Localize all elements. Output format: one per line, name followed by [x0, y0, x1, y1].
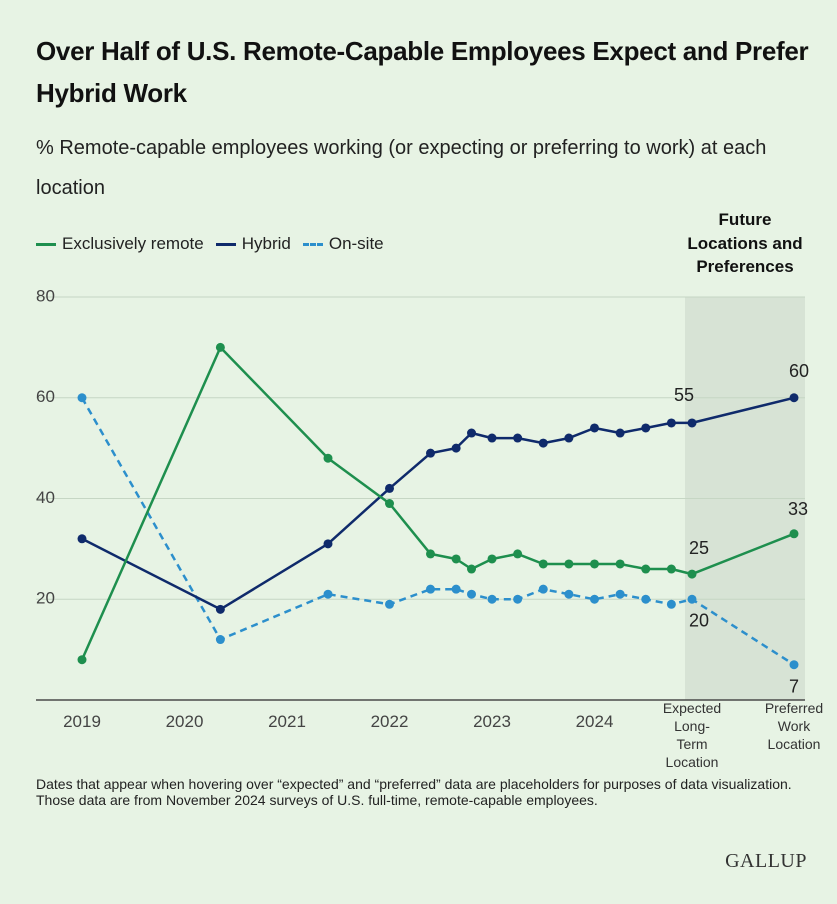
data-point-remote — [590, 559, 599, 569]
data-point-onsite — [487, 594, 497, 604]
data-point-hybrid — [487, 433, 497, 443]
x-tick-label: 2020 — [166, 712, 204, 731]
data-point-hybrid — [538, 438, 548, 448]
data-point-remote — [538, 559, 548, 569]
data-point-remote — [451, 554, 461, 564]
data-label-onsite: 7 — [789, 677, 799, 697]
data-point-onsite — [215, 635, 225, 645]
legend-item-hybrid[interactable]: Hybrid — [215, 234, 291, 254]
data-point-hybrid — [77, 534, 87, 544]
data-point-hybrid — [385, 483, 394, 493]
data-point-onsite — [467, 589, 476, 599]
data-point-remote — [487, 554, 497, 564]
data-point-onsite — [538, 584, 548, 594]
data-point-onsite — [687, 594, 697, 604]
y-tick-label: 40 — [36, 488, 55, 507]
chart-subtitle: % Remote-capable employees working (or e… — [36, 137, 767, 199]
data-point-onsite — [451, 584, 461, 594]
legend-item-on-site[interactable]: On-site — [302, 234, 384, 254]
data-point-remote — [687, 569, 697, 579]
data-point-hybrid — [666, 418, 676, 428]
data-point-remote — [564, 559, 574, 569]
data-point-hybrid — [451, 443, 461, 453]
data-point-remote — [215, 342, 225, 352]
data-point-onsite — [666, 599, 676, 609]
future-section-label: Future Locations and Preferences — [687, 210, 803, 276]
data-label-remote: 25 — [689, 538, 709, 558]
x-tick-label: 2019 — [63, 712, 101, 731]
legend-swatch-remote — [36, 242, 56, 246]
data-label-onsite: 20 — [689, 610, 709, 630]
data-point-onsite — [564, 589, 574, 599]
y-tick-label: 80 — [36, 286, 55, 305]
chart-title: Over Half of U.S. Remote-Capable Employe… — [36, 36, 809, 108]
data-label-hybrid: 55 — [674, 385, 694, 405]
legend-item-exclusively-remote[interactable]: Exclusively remote — [36, 234, 204, 254]
data-point-onsite — [513, 594, 523, 604]
data-point-onsite — [789, 660, 799, 670]
data-point-hybrid — [687, 418, 697, 428]
data-point-onsite — [77, 393, 87, 403]
data-point-onsite — [323, 589, 333, 599]
data-point-hybrid — [564, 433, 574, 443]
data-point-remote — [615, 559, 625, 569]
data-point-remote — [426, 549, 435, 559]
data-point-onsite — [615, 589, 625, 599]
data-point-onsite — [590, 594, 599, 604]
data-point-hybrid — [467, 428, 476, 438]
data-point-hybrid — [215, 604, 225, 614]
data-point-hybrid — [590, 423, 599, 433]
legend-swatch-hybrid — [215, 242, 236, 246]
x-future-category-label: Preferred Work Location — [765, 700, 823, 752]
data-label-remote: 33 — [788, 499, 808, 519]
data-point-onsite — [426, 584, 435, 594]
data-point-remote — [641, 564, 651, 574]
legend-label-hybrid: Hybrid — [241, 234, 291, 253]
data-label-hybrid: 60 — [789, 361, 809, 381]
y-tick-label: 20 — [36, 589, 55, 608]
data-point-remote — [467, 564, 476, 574]
chart-legend: Exclusively remote Hybrid On-site — [36, 232, 396, 256]
x-tick-label: 2023 — [473, 712, 511, 731]
data-point-onsite — [641, 594, 651, 604]
x-future-category-label: Expected Long-Term Location — [663, 700, 721, 770]
data-point-hybrid — [513, 433, 523, 443]
legend-label-remote: Exclusively remote — [62, 234, 204, 253]
data-point-remote — [789, 529, 799, 539]
data-point-hybrid — [641, 423, 651, 433]
data-point-hybrid — [615, 428, 625, 438]
data-point-remote — [513, 549, 523, 559]
data-point-remote — [385, 499, 394, 509]
data-point-remote — [77, 655, 87, 665]
legend-label-onsite: On-site — [328, 234, 384, 253]
x-tick-label: 2024 — [576, 712, 614, 731]
data-point-onsite — [385, 599, 394, 609]
x-tick-label: 2022 — [371, 712, 409, 731]
legend-swatch-onsite — [302, 242, 323, 246]
chart-footnote: Dates that appear when hovering over “ex… — [36, 776, 792, 808]
x-tick-label: 2021 — [268, 712, 306, 731]
data-point-remote — [666, 564, 676, 574]
data-point-hybrid — [789, 393, 799, 403]
data-point-hybrid — [323, 539, 333, 549]
data-point-hybrid — [426, 448, 435, 458]
line-chart: 20 40 60 80 2019 2020 2021 2022 2023 2024 Expected… — [36, 286, 823, 770]
gallup-logo: GALLUP — [725, 850, 807, 872]
data-point-remote — [323, 453, 333, 463]
y-tick-label: 60 — [36, 387, 55, 406]
